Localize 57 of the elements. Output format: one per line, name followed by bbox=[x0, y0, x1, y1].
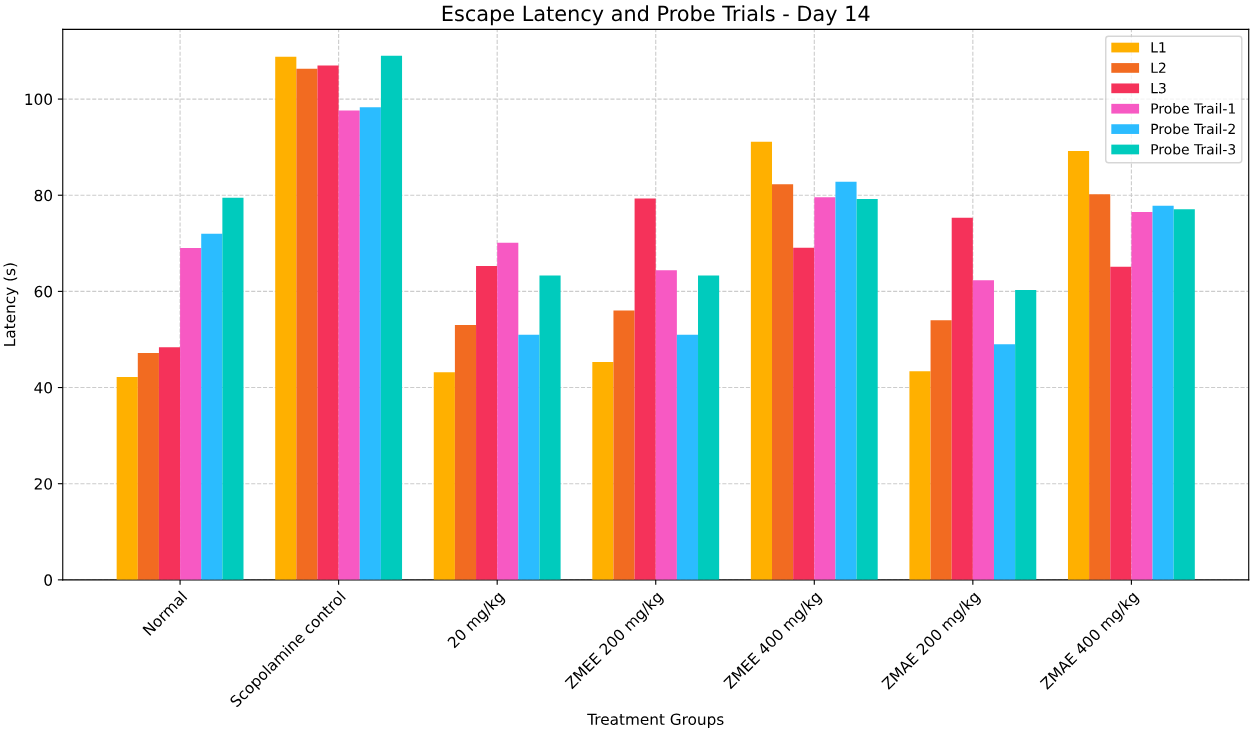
bar bbox=[317, 65, 339, 580]
bar bbox=[835, 181, 857, 580]
bar bbox=[793, 247, 815, 580]
bar bbox=[201, 233, 223, 580]
bar bbox=[930, 320, 952, 580]
legend-label: L1 bbox=[1151, 42, 1166, 53]
y-tick-label: 60 bbox=[34, 285, 53, 298]
bar bbox=[676, 334, 699, 580]
bar bbox=[476, 265, 498, 580]
bar bbox=[1110, 266, 1132, 580]
bar bbox=[137, 352, 159, 580]
bar bbox=[972, 280, 994, 580]
legend-label: L3 bbox=[1151, 82, 1166, 94]
legend-label: Probe Trail-1 bbox=[1151, 103, 1235, 114]
bar bbox=[180, 248, 202, 580]
bar bbox=[116, 376, 138, 580]
bar bbox=[222, 197, 244, 580]
bar bbox=[1152, 205, 1174, 580]
bar bbox=[856, 199, 878, 580]
y-tick-label: 80 bbox=[34, 189, 53, 202]
y-tick-label: 0 bbox=[44, 574, 53, 586]
bar bbox=[380, 55, 403, 580]
bar bbox=[613, 310, 635, 580]
bar bbox=[1089, 194, 1111, 580]
bar bbox=[158, 347, 181, 580]
y-axis-title: Latency (s) bbox=[3, 263, 19, 346]
bar bbox=[772, 184, 794, 580]
bar bbox=[338, 110, 360, 580]
bar bbox=[1131, 212, 1153, 580]
legend-label: Probe Trail-2 bbox=[1151, 123, 1235, 135]
bar bbox=[497, 242, 519, 580]
bar bbox=[750, 141, 773, 580]
bar bbox=[275, 56, 297, 580]
bar bbox=[814, 197, 836, 580]
x-axis-title: Treatment Groups bbox=[587, 713, 724, 728]
bar bbox=[1015, 289, 1037, 580]
bar bbox=[993, 344, 1016, 580]
bar bbox=[698, 275, 720, 580]
bar bbox=[592, 362, 614, 580]
legend-label: L2 bbox=[1151, 62, 1166, 73]
bar bbox=[655, 270, 677, 580]
bar bbox=[359, 107, 381, 580]
bar bbox=[539, 275, 561, 580]
bar bbox=[518, 334, 540, 580]
bar bbox=[1173, 209, 1195, 580]
chart-title: Escape Latency and Probe Trials - Day 14 bbox=[442, 5, 870, 26]
bar bbox=[296, 68, 318, 580]
bar bbox=[634, 198, 656, 580]
y-tick-label: 20 bbox=[34, 478, 53, 490]
bar bbox=[951, 217, 973, 580]
bar bbox=[433, 372, 455, 580]
bar bbox=[454, 325, 477, 580]
legend-label: Probe Trail-3 bbox=[1151, 143, 1236, 155]
bar bbox=[1067, 151, 1090, 580]
y-tick-label: 100 bbox=[25, 93, 53, 106]
bar bbox=[909, 371, 931, 580]
y-tick-label: 40 bbox=[34, 382, 53, 394]
